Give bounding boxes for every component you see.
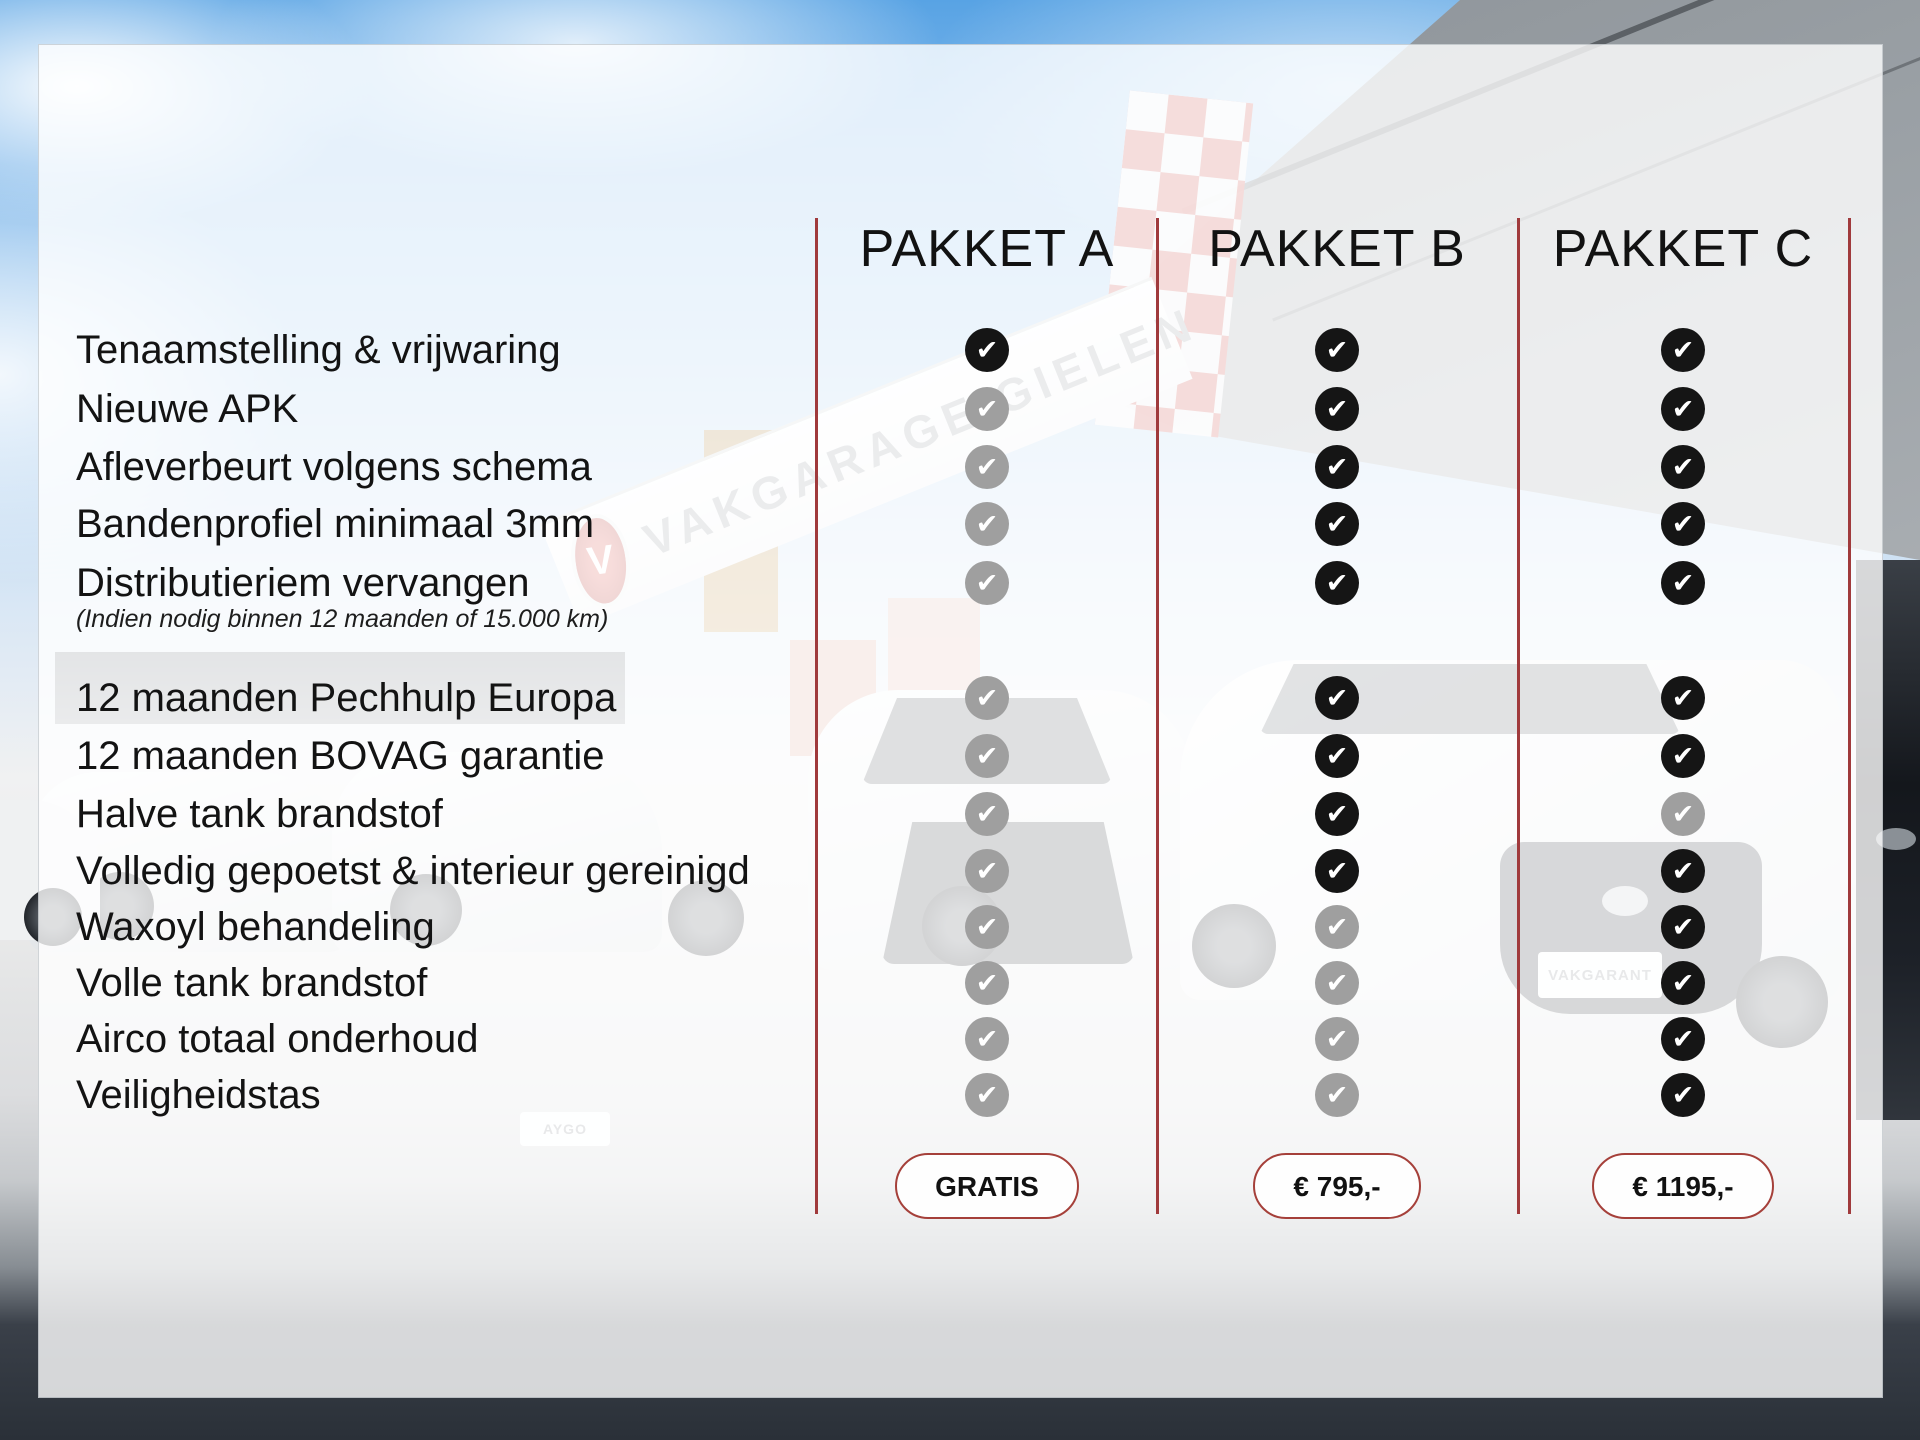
check-icon-pakket-c — [1661, 905, 1705, 949]
pakket-a-price-button[interactable]: GRATIS — [895, 1153, 1079, 1219]
check-icon-pakket-c — [1661, 849, 1705, 893]
check-icon-pakket-a — [965, 328, 1009, 372]
check-icon-pakket-b — [1315, 1073, 1359, 1117]
check-icon-pakket-b — [1315, 676, 1359, 720]
pakket-b-header: PAKKET B — [1208, 220, 1466, 278]
check-icon-pakket-a — [965, 792, 1009, 836]
check-icon-pakket-c — [1661, 445, 1705, 489]
check-icon-pakket-c — [1661, 387, 1705, 431]
pakket-a-header: PAKKET A — [859, 220, 1115, 278]
pakket-c-price-box: € 1195,- — [1518, 1153, 1848, 1219]
feature-row: Tenaamstelling & vrijwaring — [76, 321, 1845, 379]
check-icon-pakket-c — [1661, 561, 1705, 605]
feature-label: 12 maanden BOVAG garantie — [76, 734, 605, 778]
pakket-c-header: PAKKET C — [1552, 220, 1814, 278]
check-icon-pakket-c — [1661, 502, 1705, 546]
check-icon-pakket-c — [1661, 328, 1705, 372]
feature-label: 12 maanden Pechhulp Europa — [76, 676, 617, 720]
check-icon-pakket-a — [965, 849, 1009, 893]
feature-row: 12 maanden BOVAG garantie — [76, 727, 1845, 785]
feature-row: Halve tank brandstof — [76, 785, 1845, 843]
feature-row: Bandenprofiel minimaal 3mm — [76, 495, 1845, 553]
package-comparison-card: PAKKET A PAKKET B PAKKET C Tenaamstellin… — [38, 44, 1883, 1398]
feature-label: Nieuwe APK — [76, 387, 299, 431]
feature-row: Afleverbeurt volgens schema — [76, 438, 1845, 496]
check-icon-pakket-b — [1315, 734, 1359, 778]
feature-label: Halve tank brandstof — [76, 792, 443, 836]
check-icon-pakket-b — [1315, 1017, 1359, 1061]
check-icon-pakket-c — [1661, 792, 1705, 836]
column-divider — [1848, 218, 1851, 1214]
feature-label: Waxoyl behandeling — [76, 905, 435, 949]
feature-label: Bandenprofiel minimaal 3mm — [76, 502, 595, 546]
check-icon-pakket-a — [965, 561, 1009, 605]
check-icon-pakket-c — [1661, 734, 1705, 778]
check-icon-pakket-a — [965, 905, 1009, 949]
check-icon-pakket-c — [1661, 676, 1705, 720]
check-icon-pakket-a — [965, 1017, 1009, 1061]
check-icon-pakket-c — [1661, 961, 1705, 1005]
feature-label: Veiligheidstas — [76, 1073, 321, 1117]
feature-row: Volledig gepoetst & interieur gereinigd — [76, 842, 1845, 900]
feature-note: (Indien nodig binnen 12 maanden of 15.00… — [76, 605, 609, 633]
check-icon-pakket-b — [1315, 849, 1359, 893]
pakket-c-price-button[interactable]: € 1195,- — [1592, 1153, 1774, 1219]
feature-row: Distributieriem vervangen — [76, 554, 1845, 612]
check-icon-pakket-b — [1315, 792, 1359, 836]
pakket-a-price-box: GRATIS — [822, 1153, 1152, 1219]
check-icon-pakket-c — [1661, 1073, 1705, 1117]
check-icon-pakket-b — [1315, 502, 1359, 546]
check-icon-pakket-b — [1315, 905, 1359, 949]
pakket-b-price-button[interactable]: € 795,- — [1253, 1153, 1421, 1219]
check-icon-pakket-a — [965, 502, 1009, 546]
column-divider — [1517, 218, 1520, 1214]
check-icon-pakket-b — [1315, 961, 1359, 1005]
check-icon-pakket-a — [965, 387, 1009, 431]
column-divider — [815, 218, 818, 1214]
check-icon-pakket-a — [965, 1073, 1009, 1117]
feature-label: Afleverbeurt volgens schema — [76, 445, 592, 489]
feature-row: Volle tank brandstof — [76, 954, 1845, 1012]
feature-row: Airco totaal onderhoud — [76, 1010, 1845, 1068]
check-icon-pakket-b — [1315, 445, 1359, 489]
column-divider — [1156, 218, 1159, 1214]
feature-row: 12 maanden Pechhulp Europa — [76, 669, 1845, 727]
car-headlight — [1876, 828, 1916, 850]
check-icon-pakket-a — [965, 445, 1009, 489]
check-icon-pakket-b — [1315, 328, 1359, 372]
pakket-b-price-box: € 795,- — [1172, 1153, 1502, 1219]
feature-label: Volledig gepoetst & interieur gereinigd — [76, 849, 750, 893]
feature-row: Nieuwe APK — [76, 380, 1845, 438]
feature-label: Airco totaal onderhoud — [76, 1017, 479, 1061]
feature-label: Volle tank brandstof — [76, 961, 428, 1005]
check-icon-pakket-b — [1315, 387, 1359, 431]
feature-row: Veiligheidstas — [76, 1066, 1845, 1124]
check-icon-pakket-a — [965, 734, 1009, 778]
check-icon-pakket-a — [965, 961, 1009, 1005]
feature-label: Distributieriem vervangen — [76, 561, 530, 605]
feature-row: Waxoyl behandeling — [76, 898, 1845, 956]
check-icon-pakket-c — [1661, 1017, 1705, 1061]
check-icon-pakket-a — [965, 676, 1009, 720]
feature-label: Tenaamstelling & vrijwaring — [76, 328, 561, 372]
check-icon-pakket-b — [1315, 561, 1359, 605]
